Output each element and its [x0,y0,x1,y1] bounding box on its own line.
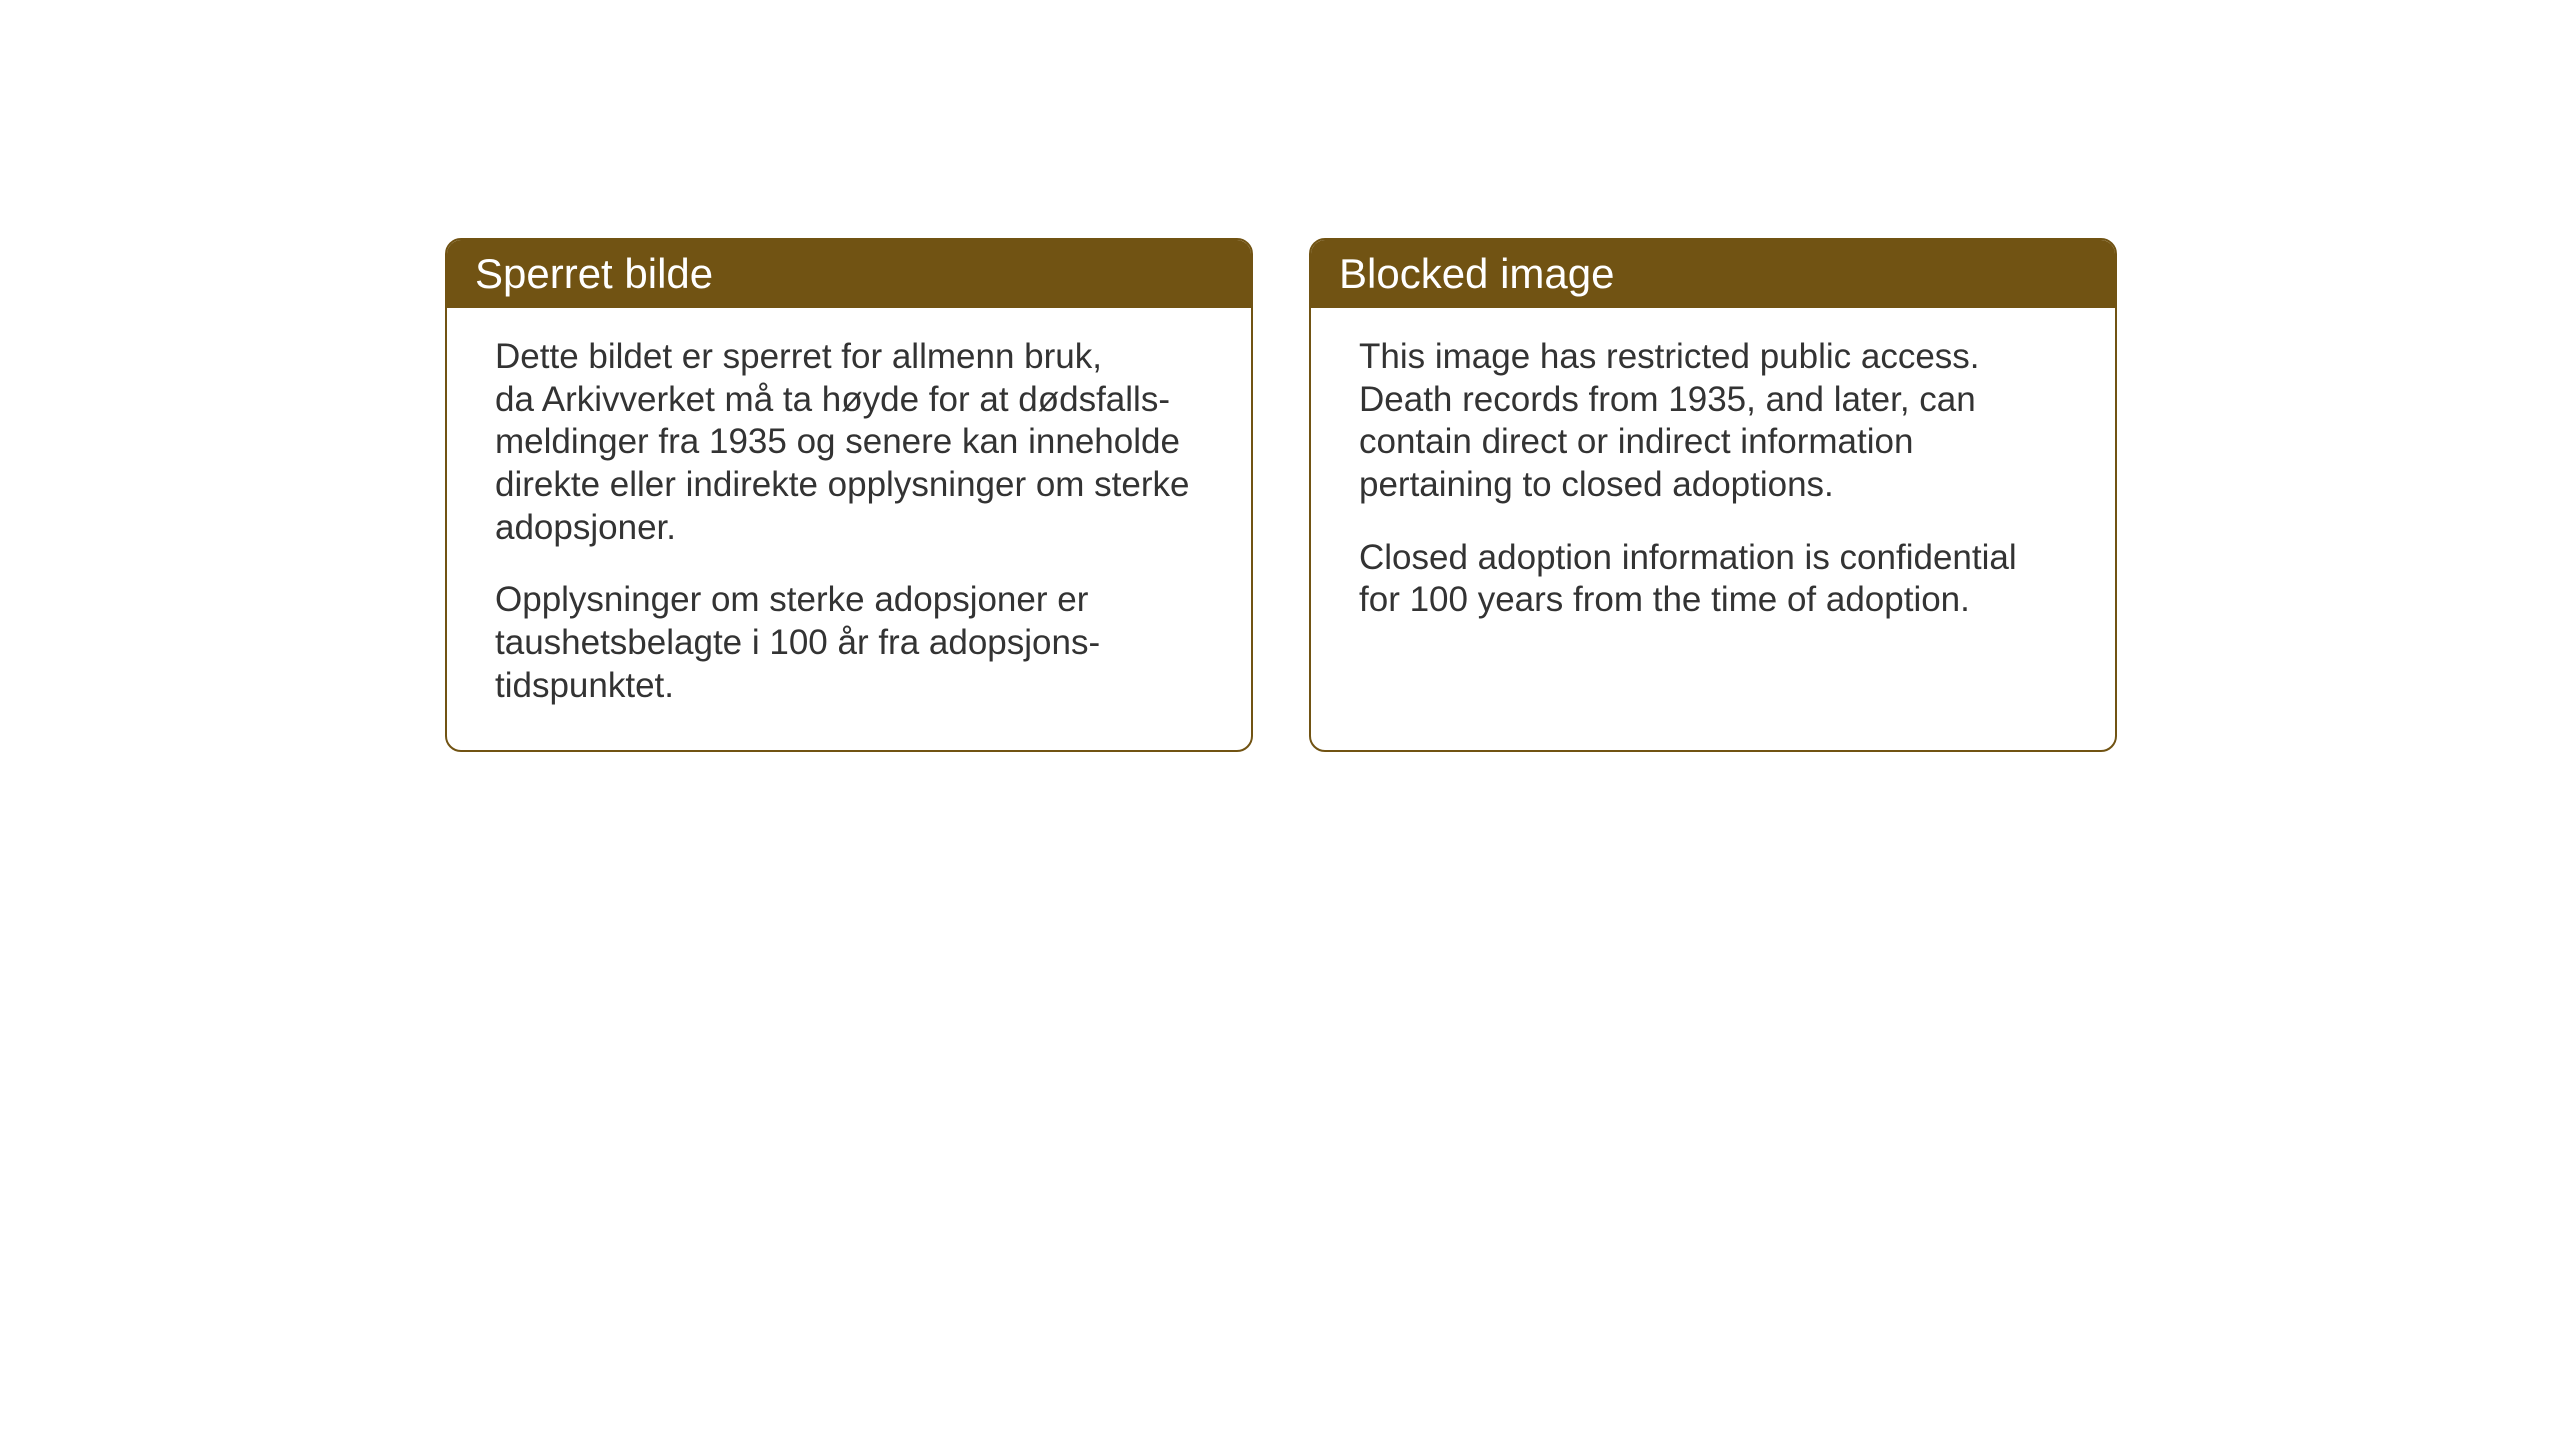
notice-cards-container: Sperret bilde Dette bildet er sperret fo… [445,238,2117,752]
card-paragraph: Closed adoption information is confident… [1359,537,2067,622]
notice-card-norwegian: Sperret bilde Dette bildet er sperret fo… [445,238,1253,752]
notice-card-english: Blocked image This image has restricted … [1309,238,2117,752]
card-header-english: Blocked image [1311,240,2115,308]
card-paragraph: This image has restricted public access.… [1359,336,2067,507]
card-paragraph: Dette bildet er sperret for allmenn bruk… [495,336,1203,549]
card-title: Blocked image [1339,250,1614,297]
card-body-english: This image has restricted public access.… [1311,308,2115,664]
card-paragraph: Opplysninger om sterke adopsjoner er tau… [495,579,1203,707]
card-title: Sperret bilde [475,250,713,297]
card-header-norwegian: Sperret bilde [447,240,1251,308]
card-body-norwegian: Dette bildet er sperret for allmenn bruk… [447,308,1251,750]
